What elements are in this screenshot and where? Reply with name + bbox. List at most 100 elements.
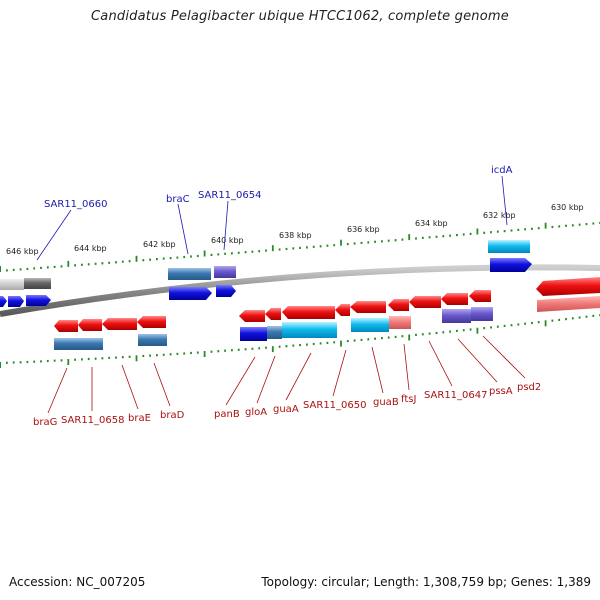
- ruler-minor-tick: [571, 224, 574, 227]
- gene-arrow: [469, 290, 491, 302]
- ruler-minor-tick: [169, 353, 172, 356]
- ruler-minor-tick: [237, 251, 240, 254]
- gene-label-guab: guaB: [373, 397, 399, 408]
- ruler-minor-tick: [33, 267, 36, 270]
- kbp-label: 644 kbp: [74, 244, 107, 253]
- gene-arrow: [54, 320, 78, 332]
- ruler-minor-tick: [19, 361, 22, 364]
- kbp-label: 642 kbp: [143, 240, 176, 249]
- ruler-minor-tick: [162, 353, 165, 356]
- ruler-minor-tick: [53, 359, 56, 362]
- ruler-minor-tick: [149, 258, 151, 261]
- ruler-minor-tick: [592, 314, 595, 317]
- ruler-minor-tick: [421, 333, 424, 336]
- ruler-minor-tick: [231, 252, 233, 255]
- ruler-minor-tick: [149, 354, 151, 357]
- ruler-minor-tick: [94, 357, 97, 360]
- ruler-major-tick: [203, 250, 206, 257]
- leader-line: [153, 362, 171, 407]
- ruler-minor-tick: [537, 321, 540, 324]
- ruler-minor-tick: [346, 243, 349, 246]
- ruler-minor-tick: [128, 355, 131, 358]
- leader-line: [482, 335, 526, 379]
- gene-label-brac: braC: [166, 194, 190, 205]
- ruler-minor-tick: [469, 232, 472, 235]
- ruler-minor-tick: [360, 338, 363, 341]
- ruler-minor-tick: [196, 351, 199, 354]
- gene-label-sar11-0654: SAR11_0654: [198, 190, 262, 201]
- ruler-minor-tick: [312, 245, 315, 248]
- ruler-major-tick: [271, 346, 274, 353]
- ruler-minor-tick: [87, 263, 90, 266]
- ruler-minor-tick: [449, 330, 451, 333]
- ruler-major-tick: [67, 260, 70, 267]
- ruler-minor-tick: [428, 332, 431, 335]
- ruler-minor-tick: [101, 357, 104, 360]
- ruler-minor-tick: [12, 268, 15, 271]
- ruler-minor-tick: [517, 323, 520, 326]
- ruler-minor-tick: [401, 335, 404, 338]
- ruler-minor-tick: [524, 322, 526, 325]
- ruler-minor-tick: [415, 237, 417, 240]
- ruler-minor-tick: [585, 223, 588, 226]
- reverse-ruler: [0, 314, 600, 368]
- gene-label-brag: braG: [33, 417, 57, 428]
- ruler-minor-tick: [346, 340, 349, 343]
- ruler-major-tick: [135, 355, 138, 362]
- ruler-minor-tick: [299, 344, 301, 347]
- ruler-minor-tick: [353, 339, 356, 342]
- ruler-minor-tick: [53, 265, 56, 268]
- ruler-minor-tick: [46, 359, 49, 363]
- ruler-minor-tick: [81, 358, 83, 361]
- genome-summary-text: Topology: circular; Length: 1,308,759 bp…: [261, 575, 591, 589]
- ruler-minor-tick: [156, 258, 158, 261]
- ruler-minor-tick: [381, 240, 383, 243]
- kbp-label: 632 kbp: [483, 211, 516, 220]
- ruler-minor-tick: [292, 247, 295, 250]
- leader-line: [285, 352, 312, 401]
- ruler-minor-tick: [292, 344, 295, 347]
- ruler-minor-tick: [503, 324, 506, 327]
- ruler-minor-tick: [490, 326, 492, 329]
- ruler-minor-tick: [190, 351, 192, 355]
- leader-line: [121, 364, 139, 410]
- gene-label-pssa: pssA: [489, 386, 513, 397]
- ruler-major-tick: [340, 239, 342, 246]
- ruler-minor-tick: [381, 337, 383, 340]
- leader-line: [47, 367, 68, 414]
- forward-genes: [0, 240, 532, 307]
- ruler-minor-tick: [196, 254, 199, 258]
- ruler-major-tick: [271, 245, 274, 252]
- ruler-minor-tick: [183, 255, 186, 259]
- gene-arrow: [282, 306, 335, 319]
- ruler-minor-tick: [456, 329, 458, 332]
- ruler-minor-tick: [108, 356, 111, 359]
- accession-text: Accession: NC_007205: [9, 575, 146, 589]
- leader-line: [457, 338, 498, 383]
- ruler-minor-tick: [401, 238, 404, 241]
- ruler-minor-tick: [524, 228, 526, 231]
- ruler-minor-tick: [33, 360, 36, 363]
- ruler-minor-tick: [571, 317, 574, 320]
- ruler-minor-tick: [510, 229, 513, 232]
- gene-arrow: [388, 299, 409, 311]
- ruler-minor-tick: [285, 345, 288, 348]
- ruler-minor-tick: [40, 360, 42, 363]
- ruler-minor-tick: [299, 246, 301, 249]
- ruler-minor-tick: [183, 352, 186, 355]
- ruler-minor-tick: [483, 327, 486, 330]
- ruler-minor-tick: [121, 356, 124, 359]
- ruler-minor-tick: [26, 360, 29, 364]
- ruler-minor-tick: [46, 266, 49, 269]
- kbp-label: 630 kbp: [551, 203, 584, 212]
- ruler-minor-tick: [6, 269, 8, 272]
- gene-arrow: [409, 296, 441, 308]
- ruler-major-tick: [340, 340, 342, 347]
- ruler-minor-tick: [367, 338, 370, 341]
- ruler-minor-tick: [490, 231, 492, 234]
- ruler-minor-tick: [94, 262, 97, 265]
- gene-arrow: [282, 322, 337, 338]
- ruler-minor-tick: [428, 236, 431, 239]
- ruler-minor-tick: [469, 328, 472, 331]
- ruler-minor-tick: [558, 225, 561, 228]
